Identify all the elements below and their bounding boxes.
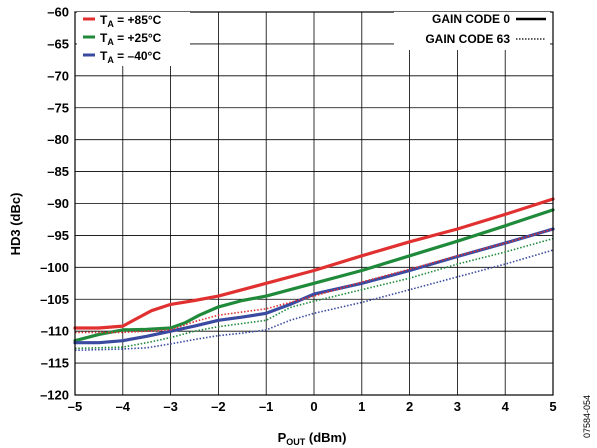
y-tick-label: –70 — [47, 68, 69, 83]
x-tick-label: –5 — [68, 399, 82, 414]
series-group — [73, 197, 555, 352]
y-tick-label: –60 — [47, 5, 69, 20]
y-tick-label: –110 — [41, 324, 69, 339]
x-tick-label: 5 — [549, 399, 556, 414]
legend-m40c-main: T — [100, 49, 108, 63]
x-tick-label: –2 — [211, 399, 225, 414]
figure-id: 07584-054 — [582, 395, 592, 438]
x-tick-label: 1 — [358, 399, 365, 414]
series-line-gain0-+85C — [73, 197, 555, 330]
y-tick-label: –90 — [47, 196, 69, 211]
legend-85c-main: T — [100, 13, 108, 27]
series-line-gain0-+25C — [73, 208, 555, 343]
y-tick-label: –75 — [47, 100, 69, 115]
legend-85c-sub: A — [107, 19, 114, 29]
y-tick-label: –85 — [47, 164, 69, 179]
y-tick-label: –105 — [40, 292, 69, 307]
x-tick-label: –3 — [163, 399, 177, 414]
series-line-gain63-+85C — [75, 228, 554, 334]
y-tick-label: –95 — [47, 228, 69, 243]
x-tick-label: 0 — [310, 399, 317, 414]
x-tick-label: 2 — [406, 399, 413, 414]
legend-label-85c: TA = +85°C — [100, 13, 162, 29]
x-tick-label: –1 — [259, 399, 273, 414]
plot-frame — [74, 11, 554, 396]
x-tick-labels: –5 –4 –3 –2 –1 0 1 2 3 4 5 — [68, 399, 557, 414]
x-axis-title-unit: (dBm) — [305, 430, 346, 445]
y-tick-labels: –120 –115 –110 –105 –100 –95 –90 –85 –80 –75 –70 –6… — [40, 5, 69, 403]
x-axis-title: POUT (dBm) — [278, 430, 347, 447]
y-tick-label: –65 — [47, 36, 69, 51]
y-axis-title: HD3 (dBc) — [8, 193, 23, 256]
y-tick-label: –115 — [41, 356, 69, 371]
series-line-gain63-+25C — [74, 237, 554, 350]
legend-label-m40c: TA = –40°C — [100, 49, 161, 65]
y-tick-label: –100 — [40, 260, 69, 275]
legend-m40c-value: = –40°C — [114, 49, 161, 63]
x-axis-title-sub: OUT — [286, 437, 306, 447]
x-tick-label: 3 — [454, 399, 461, 414]
legend-label-gain-63: GAIN CODE 63 — [425, 32, 510, 46]
legend-temperature-bg — [77, 12, 190, 66]
legend-label-25c: TA = +25°C — [100, 31, 162, 47]
legend-25c-value: = +25°C — [114, 31, 162, 45]
y-tick-label: –120 — [40, 388, 69, 403]
legend-label-gain-0: GAIN CODE 0 — [432, 12, 510, 26]
series-line-gain63-40C — [74, 249, 554, 352]
x-tick-label: –4 — [116, 399, 131, 414]
x-axis-title-main: P — [278, 430, 287, 445]
legend-temperature: TA = +85°C TA = +25°C TA = –40°C — [77, 12, 190, 66]
y-tick-label: –80 — [47, 132, 69, 147]
legend-25c-main: T — [100, 31, 108, 45]
series-line-gain0-40C — [73, 227, 555, 345]
legend-gain: GAIN CODE 0 GAIN CODE 63 — [394, 12, 550, 50]
legend-25c-sub: A — [107, 37, 114, 47]
x-tick-label: 4 — [502, 399, 510, 414]
legend-85c-value: = +85°C — [114, 13, 162, 27]
legend-m40c-sub: A — [107, 55, 114, 65]
